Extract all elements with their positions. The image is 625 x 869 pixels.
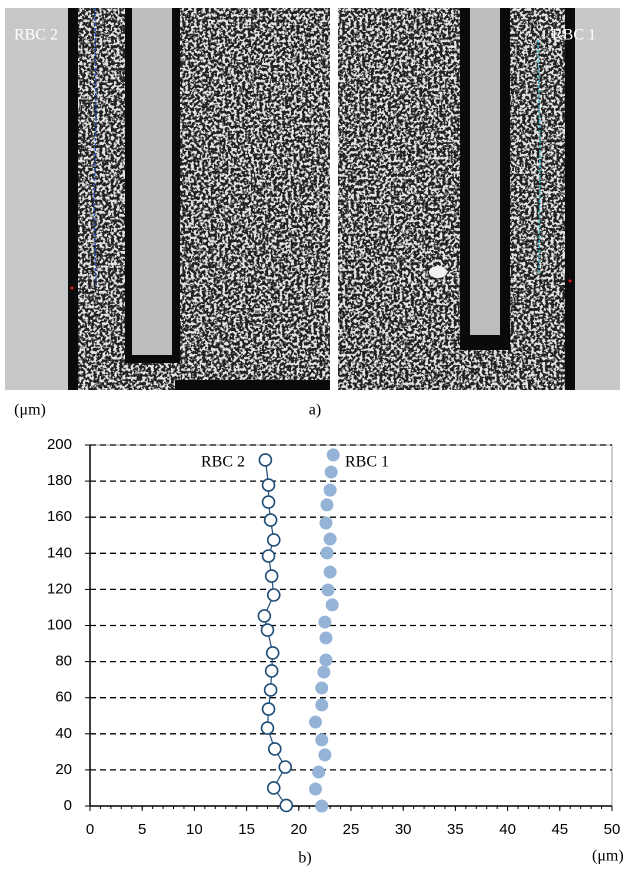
panel-label: b) xyxy=(298,850,311,867)
annotation: RBC 1 xyxy=(345,454,389,471)
y-tick-label: 80 xyxy=(55,653,72,670)
data-point xyxy=(324,465,338,479)
data-point xyxy=(326,448,340,462)
x-tick-label: 30 xyxy=(395,821,412,838)
x-tick-label: 0 xyxy=(86,821,94,838)
data-point xyxy=(319,516,333,530)
data-point xyxy=(317,665,331,679)
data-point xyxy=(320,546,334,560)
data-point xyxy=(315,698,329,712)
data-point xyxy=(309,782,323,796)
x-tick-label: 45 xyxy=(551,821,568,838)
micrograph-right: RBC 1 xyxy=(338,8,620,390)
data-point xyxy=(260,623,275,637)
data-point xyxy=(315,681,329,695)
data-point xyxy=(266,588,281,602)
data-point xyxy=(319,631,333,645)
data-point xyxy=(261,702,276,716)
data-point xyxy=(265,646,280,660)
data-point xyxy=(312,765,326,779)
data-point xyxy=(323,483,337,497)
data-point xyxy=(260,721,275,735)
x-tick-label: 10 xyxy=(186,821,203,838)
y-tick-label: 100 xyxy=(47,616,72,633)
data-point xyxy=(266,533,281,547)
y-axis-label: (μm) xyxy=(14,402,46,419)
y-tick-label: 180 xyxy=(47,472,72,489)
y-tick-label: 40 xyxy=(55,725,72,742)
data-point xyxy=(309,715,323,729)
data-point xyxy=(323,565,337,579)
y-tick-label: 140 xyxy=(47,544,72,561)
data-point xyxy=(320,498,334,512)
data-point xyxy=(267,742,282,756)
panel-label: a) xyxy=(309,402,321,419)
data-point xyxy=(257,609,272,623)
data-point xyxy=(264,569,279,583)
y-tick-label: 60 xyxy=(55,689,72,706)
y-tick-label: 200 xyxy=(47,436,72,453)
annotation: RBC 2 xyxy=(201,454,245,471)
micrograph-left: RBC 2 xyxy=(5,8,330,390)
data-point xyxy=(325,598,339,612)
data-point xyxy=(264,664,279,678)
image-label: RBC 1 xyxy=(552,27,596,44)
data-point xyxy=(278,760,293,774)
data-point xyxy=(263,683,278,697)
data-point xyxy=(266,781,281,795)
data-point xyxy=(263,513,278,527)
data-point xyxy=(258,453,273,467)
data-point xyxy=(323,532,337,546)
data-point xyxy=(319,653,333,667)
data-point xyxy=(315,733,329,747)
x-tick-label: 50 xyxy=(604,821,621,838)
data-point xyxy=(321,583,335,597)
x-tick-label: 40 xyxy=(499,821,516,838)
data-point xyxy=(261,549,276,563)
data-point xyxy=(315,799,329,813)
data-point xyxy=(318,748,332,762)
x-tick-label: 5 xyxy=(138,821,146,838)
y-tick-label: 160 xyxy=(47,508,72,525)
y-tick-label: 20 xyxy=(55,761,72,778)
x-tick-label: 25 xyxy=(343,821,360,838)
data-point xyxy=(279,798,294,813)
x-axis-label: (μm) xyxy=(592,848,624,865)
y-tick-label: 0 xyxy=(64,797,72,814)
data-point xyxy=(261,495,276,509)
x-tick-label: 15 xyxy=(238,821,255,838)
y-tick-label: 120 xyxy=(47,580,72,597)
image-label: RBC 2 xyxy=(14,27,58,44)
x-tick-label: 35 xyxy=(447,821,464,838)
x-tick-label: 20 xyxy=(290,821,307,838)
data-point xyxy=(261,478,276,492)
data-point xyxy=(318,615,332,629)
